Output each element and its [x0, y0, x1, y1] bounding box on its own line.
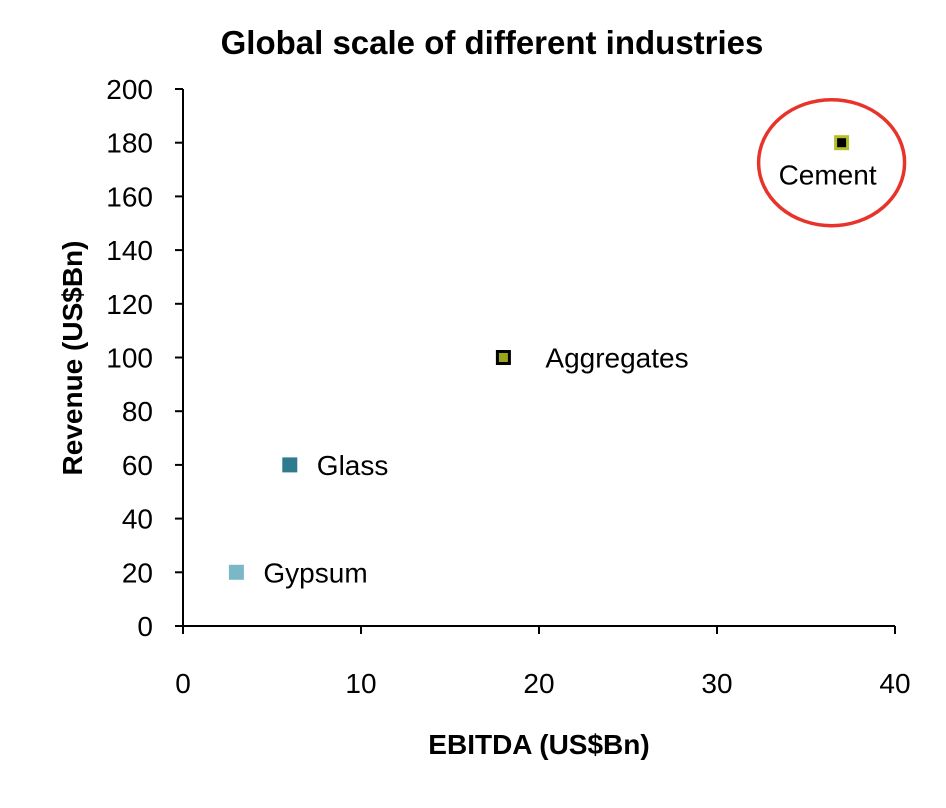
y-tick-label: 120 [106, 289, 153, 320]
y-tick-label: 40 [122, 504, 153, 535]
point-gypsum: Gypsum [228, 557, 368, 588]
point-marker [495, 350, 511, 365]
point-label: Aggregates [545, 343, 688, 374]
data-marks: Gypsum Glass Aggregates Cement [228, 97, 907, 588]
y-tick-label: 80 [122, 396, 153, 427]
point-marker [228, 564, 244, 580]
y-tick-label: 20 [122, 557, 153, 588]
y-tick-label: 60 [122, 450, 153, 481]
point-aggregates: Aggregates [495, 343, 689, 374]
point-marker [282, 457, 298, 473]
axes: 0 20 40 60 80 100 120 140 160 180 200 0 10 20 30 40 [106, 74, 910, 699]
point-marker [834, 135, 850, 151]
y-axis-label: Revenue (US$Bn) [57, 241, 88, 476]
y-tick-label: 0 [137, 611, 153, 642]
point-label: Gypsum [263, 557, 367, 588]
point-label: Cement [779, 160, 877, 191]
x-tick-label: 10 [345, 668, 376, 699]
y-tick-label: 160 [106, 181, 153, 212]
y-tick-label: 200 [106, 74, 153, 105]
chart-title: Global scale of different industries [221, 24, 764, 61]
point-cement: Cement [756, 97, 907, 228]
y-tick-label: 180 [106, 128, 153, 159]
x-tick-label: 0 [175, 668, 191, 699]
x-tick-label: 40 [879, 668, 910, 699]
x-axis-label: EBITDA (US$Bn) [428, 729, 649, 760]
x-tick-label: 20 [523, 668, 554, 699]
highlight-circle [756, 97, 907, 228]
y-tick-label: 100 [106, 343, 153, 374]
y-tick-label: 140 [106, 235, 153, 266]
x-tick-label: 30 [701, 668, 732, 699]
point-label: Glass [317, 450, 389, 481]
point-glass: Glass [282, 450, 389, 481]
